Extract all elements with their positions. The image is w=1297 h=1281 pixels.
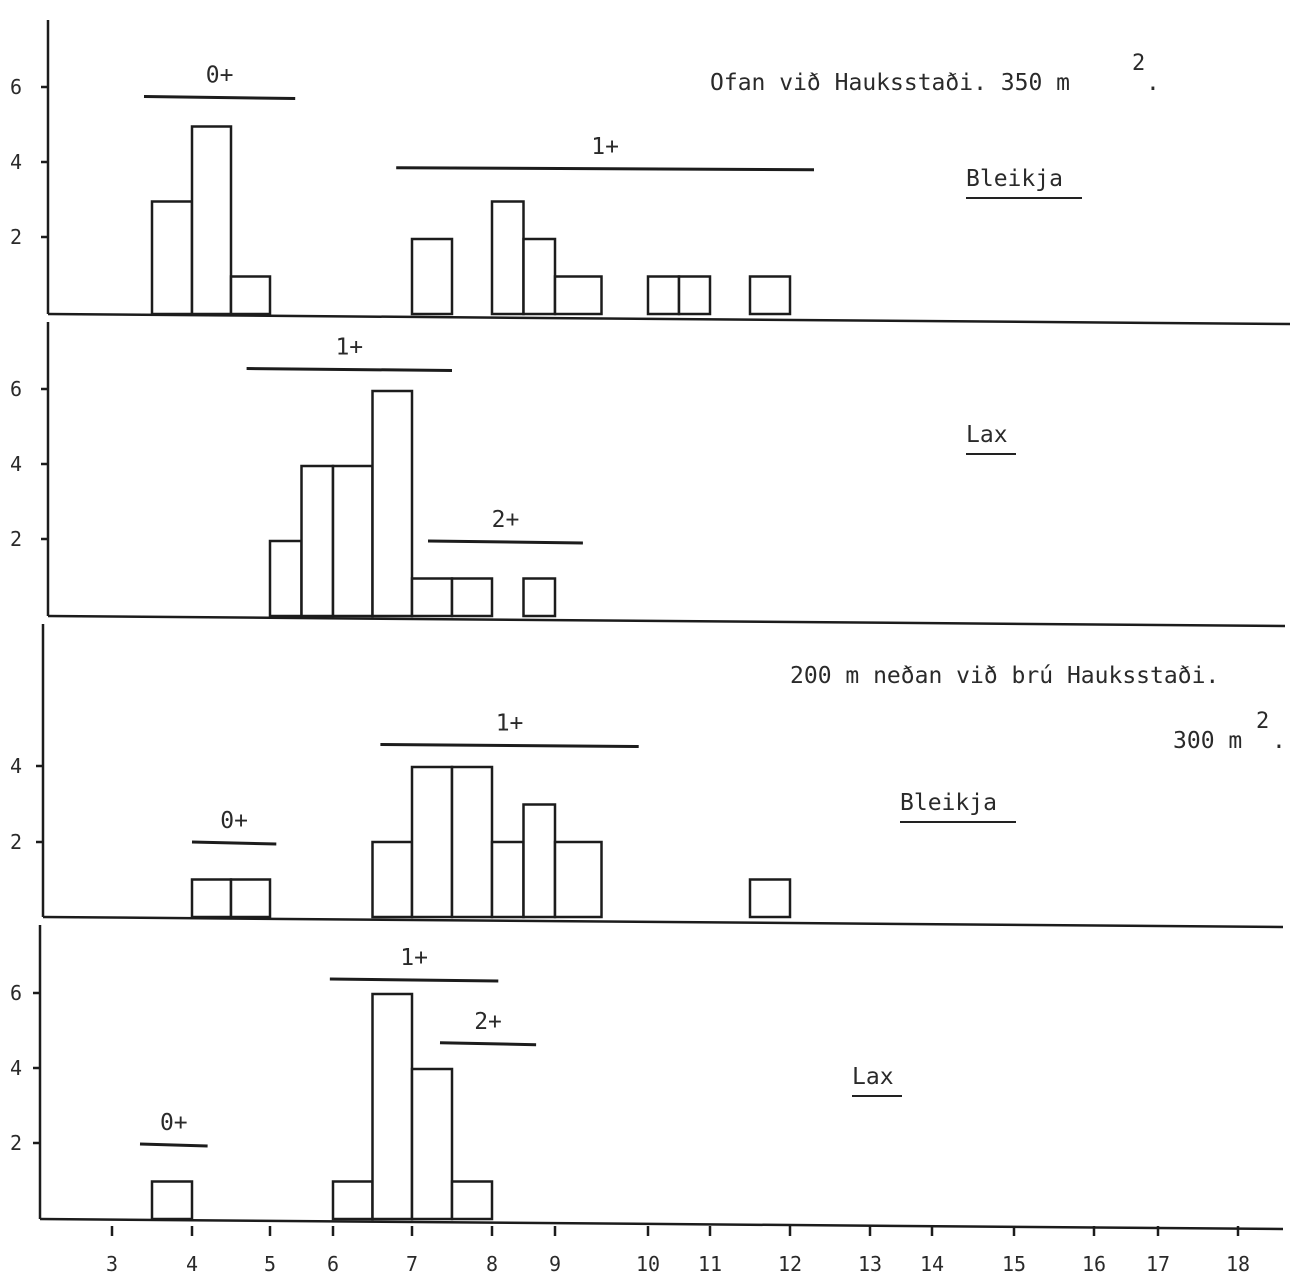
cohort-label: 0+ [220, 808, 248, 834]
cohort-range-line [329, 977, 499, 983]
area-label: 300 m [1173, 728, 1242, 754]
y-tick-label: 4 [10, 150, 22, 174]
y-tick-label: 6 [10, 377, 22, 401]
baseline-axis [47, 614, 1286, 628]
cohort-range-line [143, 95, 296, 100]
histogram-bar [410, 1067, 454, 1221]
cohort-range-line [380, 743, 639, 748]
histogram-bar [190, 878, 233, 919]
y-tick-label: 4 [10, 754, 22, 778]
y-tick-label: 2 [10, 225, 22, 249]
species-label: Lax [966, 422, 1008, 448]
histogram-bar [553, 840, 603, 919]
histogram-bar [450, 577, 494, 618]
species-label: Bleikja [900, 790, 997, 816]
baseline-axis [39, 1217, 1284, 1231]
y-tick-label: 2 [10, 527, 22, 551]
histogram-bar [450, 765, 494, 919]
cohort-range-line [246, 367, 453, 372]
x-tick-label: 11 [698, 1252, 722, 1276]
y-tick-label: 2 [10, 1131, 22, 1155]
histogram-bar [522, 237, 557, 316]
x-tick-label: 5 [264, 1252, 276, 1276]
cohort-range-line [139, 1142, 208, 1148]
x-tick-label: 18 [1226, 1252, 1250, 1276]
histogram-bar [190, 125, 233, 316]
histogram-bar [371, 389, 414, 618]
histogram-bar [490, 840, 525, 919]
histogram-bar [371, 840, 414, 919]
header-period: . [1272, 728, 1286, 754]
histogram-bar [268, 539, 303, 618]
x-tick-label: 3 [106, 1252, 118, 1276]
header-period: . [1146, 70, 1160, 96]
x-tick-label: 9 [549, 1252, 561, 1276]
histogram-bar [331, 464, 374, 618]
x-tick-label: 13 [858, 1252, 882, 1276]
histogram-bar [229, 878, 272, 919]
histogram-bar [522, 577, 557, 618]
histogram-bar [522, 803, 557, 919]
cohort-range-line [191, 840, 277, 846]
y-tick-label: 4 [10, 452, 22, 476]
cohort-label: 0+ [206, 63, 234, 89]
histogram-bar [410, 577, 454, 618]
histogram-bar [410, 237, 454, 316]
histogram-bar [553, 275, 603, 316]
cohort-label: 0+ [160, 1110, 188, 1136]
x-tick-label: 6 [327, 1252, 339, 1276]
species-label: Bleikja [966, 166, 1063, 192]
histogram-bar [229, 275, 272, 316]
cohort-label: 1+ [335, 335, 363, 361]
cohort-range-line [427, 539, 583, 545]
histogram-bar [490, 200, 525, 316]
histogram-bar [450, 1180, 494, 1221]
histogram-bar [410, 765, 454, 919]
species-label: Lax [852, 1064, 894, 1090]
cohort-range-line [396, 166, 815, 172]
cohort-range-line [439, 1041, 537, 1047]
baseline-axis [47, 312, 1291, 326]
histogram-bar [331, 1180, 374, 1221]
site-header: Ofan við Hauksstaði. 350 m [710, 70, 1070, 96]
x-tick-label: 8 [486, 1252, 498, 1276]
x-tick-label: 4 [186, 1252, 198, 1276]
histogram-bar [748, 275, 792, 316]
site-header: 200 m neðan við brú Hauksstaði. [790, 663, 1219, 689]
histogram-bar [300, 464, 335, 618]
x-tick-label: 17 [1146, 1252, 1170, 1276]
y-tick-label: 6 [10, 981, 22, 1005]
baseline-axis [42, 915, 1284, 929]
area-superscript: 2 [1256, 709, 1269, 734]
x-tick-label: 14 [920, 1252, 944, 1276]
histogram-bar [646, 275, 681, 316]
x-tick-label: 10 [636, 1252, 660, 1276]
cohort-label: 2+ [492, 507, 520, 533]
histogram-bar [677, 275, 712, 316]
histogram-bar [150, 1180, 194, 1221]
y-tick-label: 4 [10, 1056, 22, 1080]
cohort-label: 1+ [591, 134, 619, 160]
x-tick-label: 12 [778, 1252, 802, 1276]
cohort-label: 1+ [496, 711, 524, 737]
y-tick-label: 2 [10, 830, 22, 854]
x-tick-label: 7 [406, 1252, 418, 1276]
area-superscript: 2 [1132, 51, 1145, 76]
cohort-label: 1+ [400, 945, 428, 971]
histogram-bar [371, 992, 414, 1221]
x-tick-label: 16 [1082, 1252, 1106, 1276]
x-tick-label: 15 [1002, 1252, 1026, 1276]
cohort-label: 2+ [474, 1009, 502, 1035]
histogram-bar [748, 878, 792, 919]
histogram-bar [150, 200, 194, 316]
y-tick-label: 6 [10, 75, 22, 99]
